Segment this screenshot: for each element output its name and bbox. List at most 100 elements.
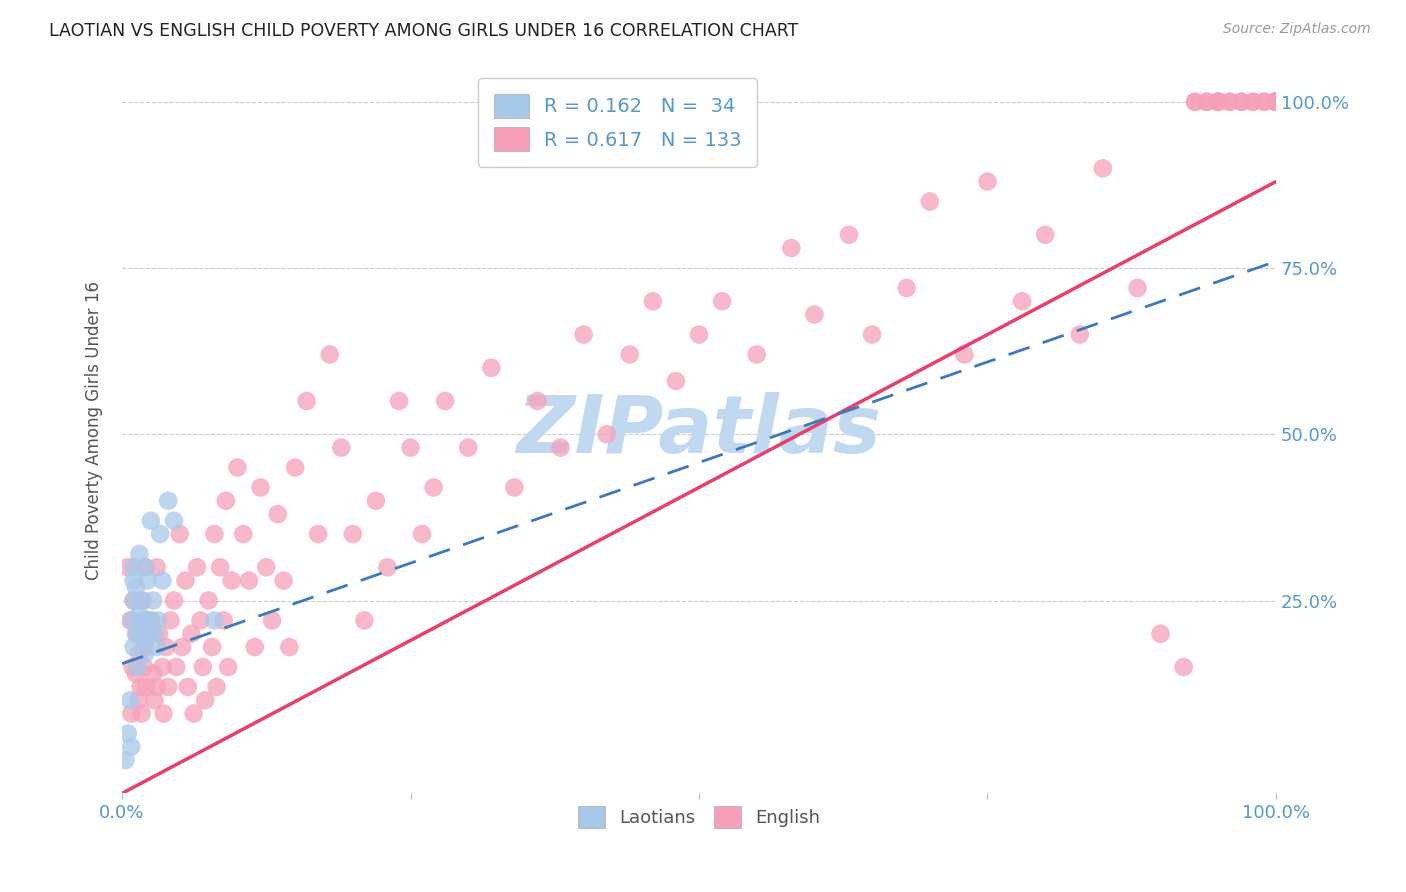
Point	[143, 693, 166, 707]
Point	[1230, 95, 1253, 109]
Point	[1265, 95, 1288, 109]
Text: LAOTIAN VS ENGLISH CHILD POVERTY AMONG GIRLS UNDER 16 CORRELATION CHART: LAOTIAN VS ENGLISH CHILD POVERTY AMONG G…	[49, 22, 799, 40]
Point	[209, 560, 232, 574]
Point	[411, 527, 433, 541]
Point	[120, 739, 142, 754]
Point	[1219, 95, 1241, 109]
Point	[422, 480, 444, 494]
Point	[976, 175, 998, 189]
Point	[479, 360, 502, 375]
Point	[1241, 95, 1264, 109]
Point	[254, 560, 277, 574]
Point	[278, 640, 301, 654]
Point	[1265, 95, 1288, 109]
Point	[134, 560, 156, 574]
Point	[243, 640, 266, 654]
Point	[1265, 95, 1288, 109]
Point	[399, 441, 422, 455]
Point	[114, 753, 136, 767]
Point	[131, 593, 153, 607]
Text: Source: ZipAtlas.com: Source: ZipAtlas.com	[1223, 22, 1371, 37]
Point	[122, 593, 145, 607]
Point	[249, 480, 271, 494]
Point	[267, 507, 290, 521]
Legend: Laotians, English: Laotians, English	[571, 798, 827, 835]
Point	[1195, 95, 1218, 109]
Point	[127, 693, 149, 707]
Point	[132, 593, 155, 607]
Point	[163, 593, 186, 607]
Point	[1253, 95, 1275, 109]
Point	[132, 633, 155, 648]
Point	[665, 374, 688, 388]
Point	[169, 527, 191, 541]
Point	[148, 626, 170, 640]
Point	[128, 547, 150, 561]
Point	[1195, 95, 1218, 109]
Point	[780, 241, 803, 255]
Point	[146, 614, 169, 628]
Point	[142, 666, 165, 681]
Point	[1126, 281, 1149, 295]
Point	[1149, 626, 1171, 640]
Point	[135, 614, 157, 628]
Point	[139, 614, 162, 628]
Point	[149, 527, 172, 541]
Point	[145, 560, 167, 574]
Point	[170, 640, 193, 654]
Point	[139, 514, 162, 528]
Point	[1265, 95, 1288, 109]
Point	[177, 680, 200, 694]
Point	[215, 493, 238, 508]
Point	[641, 294, 664, 309]
Point	[152, 574, 174, 588]
Point	[1033, 227, 1056, 242]
Point	[135, 680, 157, 694]
Point	[221, 574, 243, 588]
Point	[159, 614, 181, 628]
Point	[1265, 95, 1288, 109]
Point	[1206, 95, 1229, 109]
Point	[194, 693, 217, 707]
Point	[457, 441, 479, 455]
Point	[918, 194, 941, 209]
Point	[1253, 95, 1275, 109]
Point	[307, 527, 329, 541]
Point	[953, 347, 976, 361]
Point	[120, 693, 142, 707]
Point	[295, 394, 318, 409]
Point	[132, 614, 155, 628]
Point	[319, 347, 342, 361]
Point	[145, 680, 167, 694]
Point	[1206, 95, 1229, 109]
Point	[191, 660, 214, 674]
Point	[120, 614, 142, 628]
Point	[284, 460, 307, 475]
Point	[202, 614, 225, 628]
Point	[129, 626, 152, 640]
Point	[226, 460, 249, 475]
Point	[197, 593, 219, 607]
Point	[838, 227, 860, 242]
Point	[121, 660, 143, 674]
Point	[128, 647, 150, 661]
Point	[134, 640, 156, 654]
Point	[183, 706, 205, 721]
Point	[550, 441, 572, 455]
Point	[180, 626, 202, 640]
Point	[134, 560, 156, 574]
Point	[803, 308, 825, 322]
Point	[1265, 95, 1288, 109]
Point	[129, 680, 152, 694]
Point	[1265, 95, 1288, 109]
Point	[434, 394, 457, 409]
Point	[131, 706, 153, 721]
Point	[1265, 95, 1288, 109]
Point	[174, 574, 197, 588]
Point	[1230, 95, 1253, 109]
Point	[1241, 95, 1264, 109]
Point	[120, 706, 142, 721]
Point	[125, 666, 148, 681]
Point	[157, 493, 180, 508]
Point	[122, 593, 145, 607]
